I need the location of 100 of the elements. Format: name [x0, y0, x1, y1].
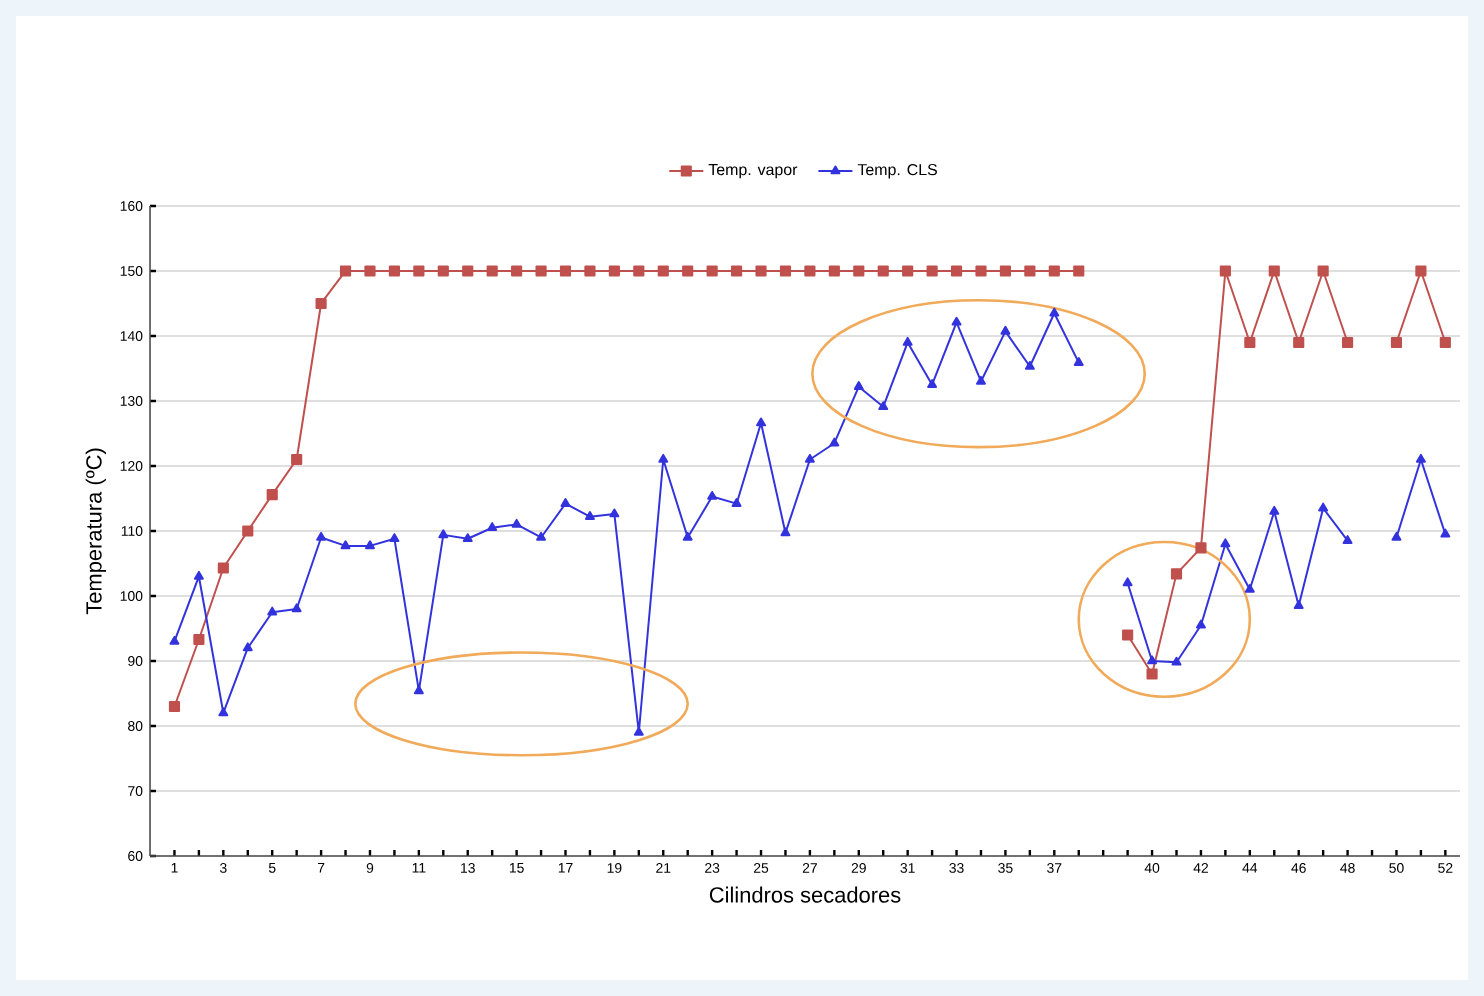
point [927, 379, 938, 389]
point [438, 529, 449, 539]
point [560, 498, 571, 507]
point [657, 265, 669, 277]
point [535, 265, 547, 277]
point [486, 265, 498, 277]
point [1195, 542, 1207, 554]
point [266, 488, 278, 501]
point [658, 453, 669, 463]
point [829, 437, 840, 447]
point [853, 265, 865, 277]
point [339, 265, 352, 277]
point [731, 498, 742, 507]
point [1342, 535, 1353, 545]
point [1122, 577, 1133, 587]
point [633, 726, 644, 736]
point [559, 265, 572, 277]
point [536, 531, 547, 541]
point [1415, 453, 1426, 463]
point [315, 297, 327, 310]
point [902, 336, 913, 346]
point [633, 265, 645, 277]
y-axis-title: Temperatura (ºC) [85, 448, 107, 615]
point [1073, 357, 1084, 366]
point [926, 265, 938, 277]
point [950, 265, 963, 277]
point [169, 635, 180, 645]
x-axis-title: Cilindros secadores [709, 886, 901, 903]
point [1170, 568, 1183, 580]
point [951, 316, 962, 326]
point [242, 642, 253, 652]
point [388, 265, 400, 277]
point [267, 606, 278, 616]
point [437, 265, 449, 277]
point [584, 511, 595, 520]
point [877, 265, 889, 277]
point [1219, 265, 1231, 277]
point [1000, 325, 1011, 335]
point [1195, 619, 1206, 629]
point [389, 533, 400, 543]
point [1318, 502, 1329, 512]
point [1146, 668, 1158, 680]
point [365, 540, 375, 550]
point [1147, 655, 1158, 665]
point [999, 265, 1012, 277]
point [218, 707, 229, 717]
point [413, 265, 425, 277]
point [1244, 583, 1255, 593]
point [779, 265, 792, 277]
point [1439, 336, 1451, 349]
point [609, 508, 620, 518]
point [193, 633, 205, 646]
point [853, 381, 864, 390]
point [1293, 336, 1305, 349]
point [682, 265, 694, 277]
point [1268, 265, 1280, 277]
point [1220, 538, 1231, 548]
point [168, 700, 181, 713]
point [1342, 336, 1354, 349]
point [756, 417, 766, 427]
point [1049, 307, 1060, 317]
point [1391, 531, 1402, 541]
point [707, 490, 718, 500]
point [804, 453, 815, 463]
point [1024, 360, 1035, 370]
point [682, 531, 693, 541]
point [413, 685, 424, 695]
point [1415, 265, 1427, 277]
point [755, 265, 767, 277]
point [462, 533, 473, 543]
point [1269, 505, 1280, 515]
point [1048, 265, 1060, 277]
point [1122, 629, 1134, 641]
point [487, 522, 498, 532]
point [731, 265, 743, 277]
point [804, 265, 816, 277]
point [291, 453, 303, 466]
point [878, 401, 889, 411]
point [217, 562, 229, 574]
point [193, 570, 204, 580]
point [1244, 336, 1256, 349]
point [608, 265, 620, 277]
point [780, 527, 791, 537]
point [1293, 600, 1304, 610]
point [976, 375, 986, 385]
point [1390, 336, 1403, 349]
point [1317, 265, 1329, 277]
point [462, 265, 474, 277]
point [828, 265, 840, 277]
point [1024, 265, 1036, 277]
point [511, 265, 523, 277]
point [902, 265, 914, 277]
point [364, 265, 376, 277]
point [1073, 265, 1085, 277]
point [584, 265, 596, 277]
point [242, 525, 254, 537]
point [316, 531, 327, 541]
point [340, 540, 351, 550]
point [291, 603, 302, 613]
point [975, 265, 987, 277]
